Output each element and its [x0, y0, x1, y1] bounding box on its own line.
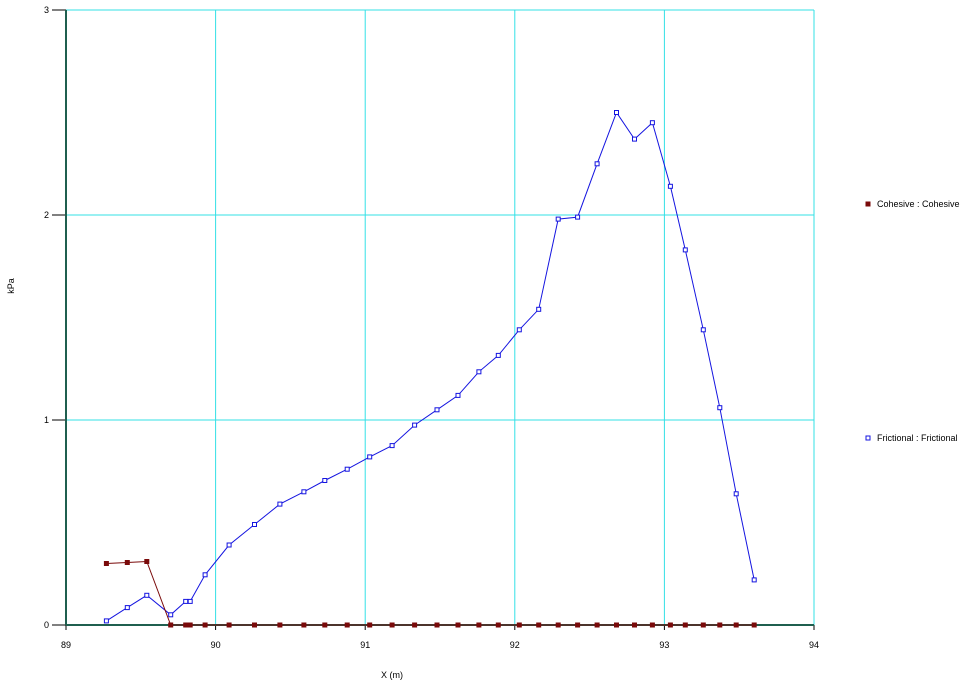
cohesive-data-point: [187, 622, 193, 628]
cohesive-data-point: [183, 622, 189, 628]
cohesive-data-point: [516, 622, 522, 628]
cohesive-data-point: [733, 622, 739, 628]
cohesive-data-point: [476, 622, 482, 628]
cohesive-data-point: [226, 622, 232, 628]
x-tick-label: 92: [510, 640, 520, 650]
frictional-data-point: [187, 598, 193, 604]
frictional-data-point: [594, 161, 600, 167]
cohesive-data-point: [412, 622, 418, 628]
x-tick-label: 89: [61, 640, 71, 650]
cohesive-data-point: [367, 622, 373, 628]
frictional-data-point: [344, 466, 350, 472]
frictional-data-point: [183, 598, 189, 604]
frictional-data-point: [455, 392, 461, 398]
frictional-data-point: [476, 369, 482, 375]
x-tick-label: 90: [211, 640, 221, 650]
legend: Cohesive : Cohesive Frictional : Friction…: [865, 199, 960, 443]
cohesive-data-point: [389, 622, 395, 628]
cohesive-data-point: [667, 622, 673, 628]
frictional-data-point: [667, 183, 673, 189]
frictional-data-point: [322, 478, 328, 483]
frictional-data-point: [717, 405, 723, 411]
frictional-data-point: [168, 612, 174, 618]
frictional-data-point: [751, 577, 757, 583]
cohesive-data-point: [575, 622, 581, 628]
data-series: [103, 110, 757, 628]
legend-swatch-frictional: [865, 435, 871, 441]
y-tick-label: 3: [44, 5, 49, 15]
cohesive-data-point: [344, 622, 350, 628]
cohesive-data-point: [124, 560, 130, 565]
cohesive-data-point: [495, 622, 501, 628]
cohesive-data-point: [144, 559, 150, 564]
cohesive-data-point: [751, 622, 757, 628]
cohesive-data-point: [700, 622, 706, 628]
y-tick-label: 1: [44, 415, 49, 425]
frictional-data-point: [144, 592, 150, 598]
cohesive-data-point: [555, 622, 561, 628]
frictional-data-point: [700, 327, 706, 333]
frictional-data-point: [226, 542, 232, 548]
cohesive-data-point: [682, 622, 688, 628]
y-tick-label: 2: [44, 210, 49, 220]
cohesive-data-point: [455, 622, 461, 628]
cohesive-data-point: [202, 622, 208, 628]
cohesive-data-point: [594, 622, 600, 628]
cohesive-data-point: [717, 622, 723, 628]
cohesive-data-point: [614, 622, 619, 628]
cohesive-data-point: [536, 622, 542, 628]
frictional-data-point: [682, 247, 688, 253]
legend-label-cohesive: Cohesive : Cohesive: [877, 199, 960, 209]
x-tick-label: 94: [809, 640, 819, 650]
cohesive-data-point: [649, 622, 655, 628]
cohesive-data-point: [168, 622, 174, 628]
cohesive-data-point: [252, 622, 257, 628]
frictional-data-point: [632, 136, 637, 142]
frictional-data-point: [555, 216, 561, 222]
x-axis-title: X (m): [381, 670, 403, 680]
frictional-data-point: [516, 327, 522, 333]
x-tick-label: 91: [360, 640, 370, 650]
cohesive-series-line: [106, 560, 755, 626]
grid-lines: [66, 9, 815, 625]
frictional-data-point: [649, 120, 655, 126]
frictional-series-line: [106, 111, 755, 622]
frictional-data-point: [536, 306, 542, 312]
cohesive-data-point: [632, 622, 637, 628]
legend-label-frictional: Frictional : Frictional: [877, 433, 958, 443]
frictional-data-point: [301, 489, 307, 495]
x-tick-label: 93: [659, 640, 669, 650]
frictional-data-point: [733, 491, 739, 497]
frictional-data-point: [202, 572, 208, 578]
cohesive-data-point: [103, 561, 109, 566]
frictional-data-point: [495, 352, 501, 358]
cohesive-data-point: [301, 622, 307, 628]
cohesive-data-point: [277, 622, 283, 628]
frictional-data-point: [103, 618, 109, 624]
frictional-data-point: [277, 501, 283, 507]
frictional-data-point: [575, 214, 581, 220]
y-axis-title: kPa: [6, 278, 16, 294]
y-tick-label: 0: [44, 620, 49, 630]
frictional-data-point: [252, 522, 257, 527]
frictional-data-point: [367, 454, 373, 460]
frictional-data-point: [412, 422, 418, 428]
cohesive-data-point: [322, 622, 328, 628]
frictional-data-point: [389, 443, 395, 449]
frictional-data-point: [614, 110, 619, 115]
frictional-data-point: [434, 407, 440, 413]
legend-swatch-cohesive: [865, 201, 871, 207]
frictional-data-point: [124, 605, 130, 611]
cohesive-data-point: [434, 622, 440, 628]
